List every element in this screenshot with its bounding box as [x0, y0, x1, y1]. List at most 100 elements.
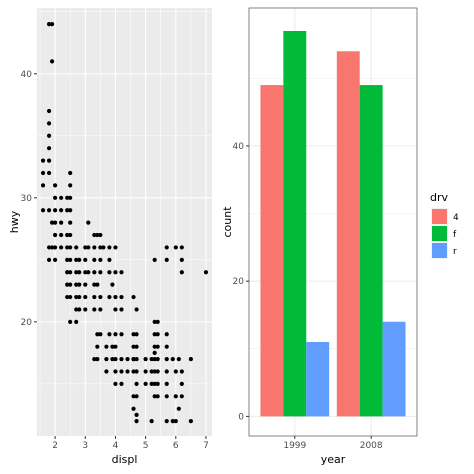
scatter-point: [65, 208, 70, 213]
scatter-point: [119, 356, 124, 362]
scatter-point: [110, 282, 115, 287]
scatter-point: [49, 22, 55, 27]
scatter-point: [92, 294, 97, 300]
scatter-point: [119, 369, 124, 374]
scatter-point: [104, 344, 109, 349]
scatter-point: [46, 245, 52, 250]
scatter-point: [170, 356, 175, 362]
legend-items: 4 fr: [431, 208, 459, 259]
legend-swatch: [432, 226, 447, 241]
bar-y-tick-label: 20: [233, 277, 245, 287]
scatter-point: [143, 369, 148, 374]
scatter-point: [113, 270, 118, 275]
scatter-point: [152, 332, 157, 337]
scatter-point: [131, 356, 136, 362]
scatter-point: [155, 381, 160, 386]
scatter-point: [164, 245, 169, 250]
scatter-point: [134, 356, 139, 362]
legend-swatch: [432, 243, 447, 258]
scatter-point: [68, 232, 73, 238]
scatter-point: [119, 294, 124, 300]
scatter-point: [164, 344, 169, 349]
scatter-point: [107, 270, 112, 275]
scatter-point: [92, 307, 97, 312]
scatter-point: [83, 282, 88, 287]
scatter-point: [59, 245, 64, 250]
scatter-point: [92, 270, 97, 275]
scatter-x-axis: 2 3 4 5 6 7: [52, 436, 209, 451]
scatter-point: [104, 369, 109, 374]
scatter-point: [46, 146, 52, 151]
scatter-point: [164, 394, 169, 399]
scatter-point: [83, 270, 88, 275]
scatter-point: [53, 183, 58, 188]
scatter-point: [86, 270, 91, 275]
scatter-point: [152, 319, 157, 324]
scatter-point: [188, 356, 193, 362]
bar-y-tick-label: 40: [233, 142, 245, 152]
scatter-points: [40, 22, 209, 424]
scatter-point: [164, 257, 169, 262]
scatter-point: [170, 419, 175, 424]
scatter-point: [173, 245, 178, 250]
scatter-point: [68, 294, 73, 300]
scatter-point: [152, 394, 157, 399]
scatter-point: [107, 332, 112, 337]
scatter-point: [86, 220, 91, 225]
scatter-point: [155, 332, 160, 337]
scatter-point: [125, 369, 130, 374]
scatter-point: [155, 344, 160, 349]
scatter-point: [68, 245, 73, 250]
scatter-point: [134, 344, 139, 349]
scatter-point: [46, 133, 52, 138]
scatter-point: [92, 257, 97, 262]
scatter-point: [65, 232, 70, 238]
scatter-point: [53, 257, 58, 262]
bar-r-1999: [306, 342, 330, 417]
scatter-y-axis-title: hwy: [8, 210, 21, 233]
scatter-point: [152, 344, 157, 349]
scatter-point: [131, 406, 136, 411]
scatter-x-tick-label: 3: [82, 441, 88, 451]
scatter-point: [98, 332, 103, 337]
legend-label: r: [453, 247, 457, 257]
scatter-point: [74, 257, 79, 262]
scatter-point: [131, 344, 136, 349]
scatter-point: [46, 121, 52, 126]
scatter-point: [74, 282, 79, 287]
scatter-point: [176, 356, 181, 362]
scatter-point: [65, 282, 70, 287]
scatter-x-tick-label: 6: [173, 441, 179, 451]
scatter-x-tick-label: 4: [113, 441, 119, 451]
scatter-point: [188, 419, 193, 424]
scatter-point: [68, 270, 73, 275]
scatter-point: [59, 195, 64, 200]
scatter-chart: 2 3 4 5 6 7 20 30 40 displ hwy: [8, 8, 212, 466]
scatter-point: [95, 332, 100, 337]
scatter-point: [65, 195, 70, 200]
bar-x-tick-label: 2008: [360, 441, 383, 451]
scatter-point: [113, 245, 118, 250]
scatter-point: [149, 369, 154, 374]
scatter-point: [92, 356, 97, 362]
scatter-point: [98, 232, 103, 238]
scatter-point: [53, 208, 58, 213]
scatter-point: [134, 332, 139, 337]
scatter-point: [203, 270, 209, 275]
legend-label: 4: [453, 213, 459, 223]
scatter-point: [53, 232, 58, 238]
scatter-point: [119, 307, 124, 312]
scatter-point: [113, 356, 118, 362]
scatter-point: [65, 270, 70, 275]
scatter-point: [104, 356, 109, 362]
scatter-point: [59, 208, 64, 213]
scatter-point: [173, 394, 178, 399]
scatter-point: [131, 394, 136, 399]
scatter-point: [131, 332, 136, 337]
scatter-point: [179, 245, 184, 250]
legend-label: f: [453, 230, 457, 240]
scatter-point: [110, 344, 115, 349]
scatter-point: [98, 294, 103, 300]
scatter-point: [179, 257, 184, 262]
